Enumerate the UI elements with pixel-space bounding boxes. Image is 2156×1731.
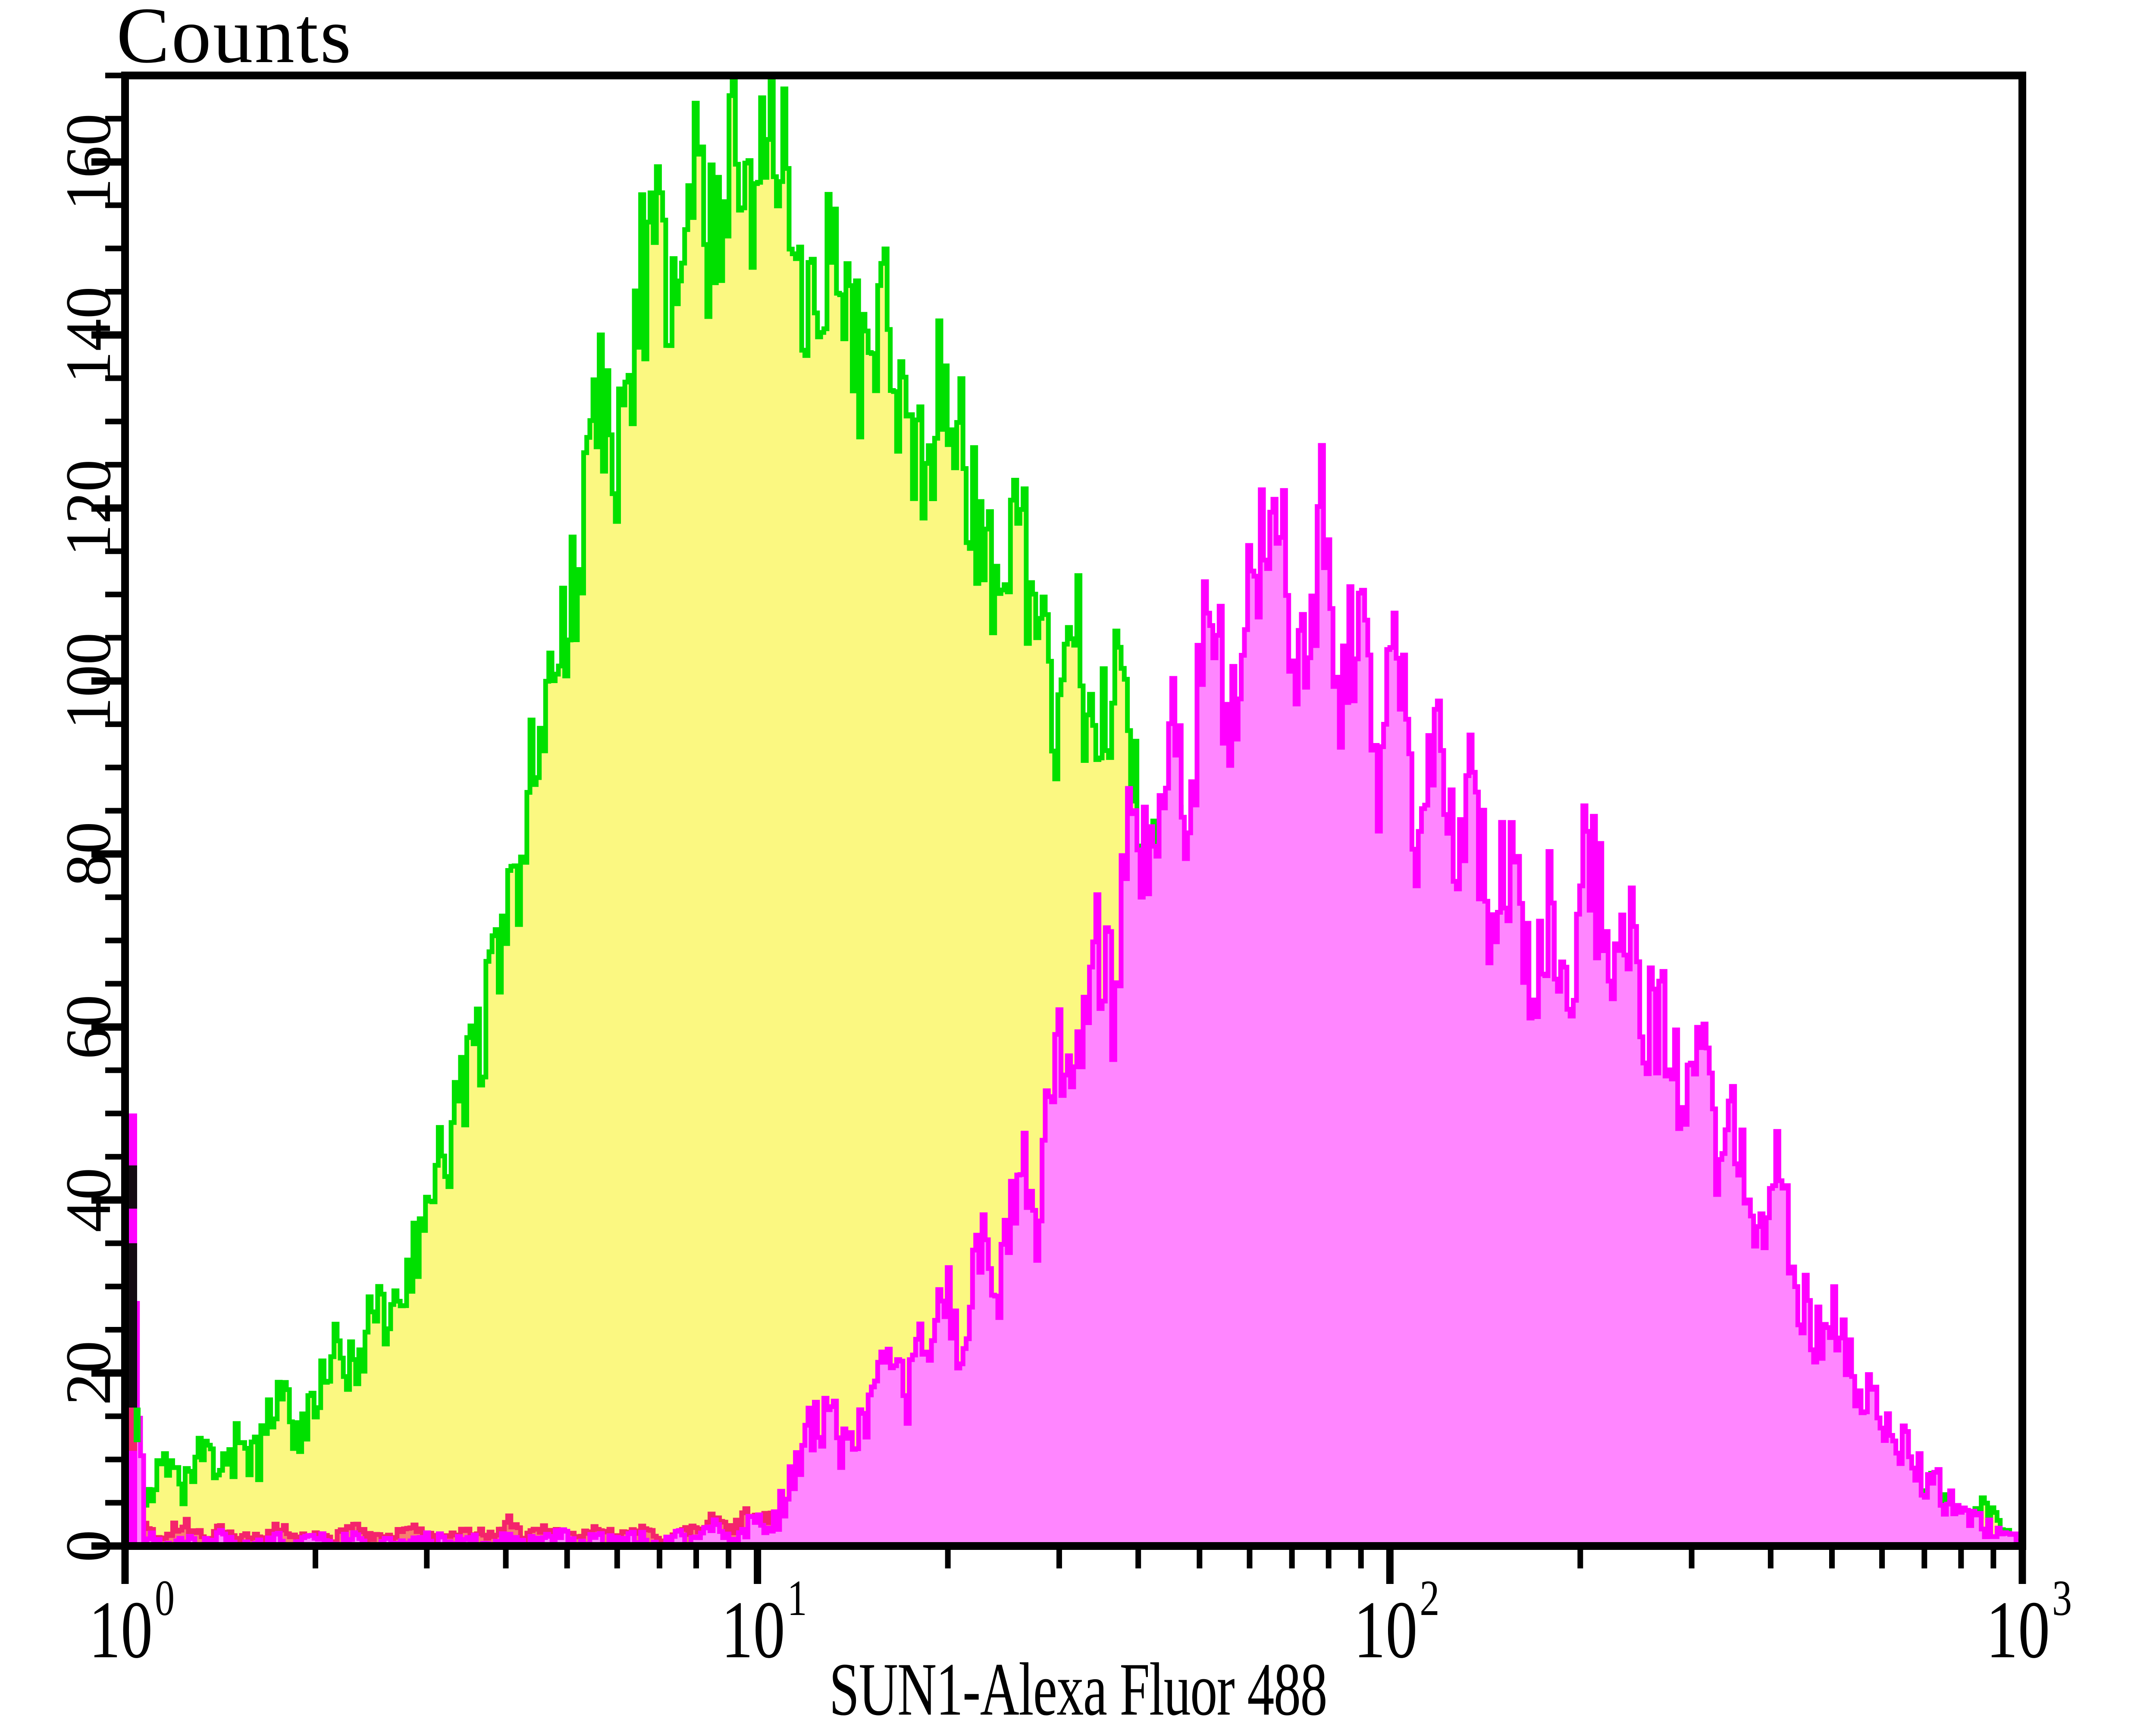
- y-tick-label: 100: [53, 633, 124, 730]
- y-tick-label: 80: [53, 822, 124, 886]
- y-tick-label: 40: [53, 1168, 124, 1232]
- y-tick-label: 140: [53, 286, 124, 383]
- svg-text:10: 10: [1354, 1584, 1417, 1675]
- x-axis-ticks: 10 0 10 1 10 2 10 3: [89, 1546, 2072, 1675]
- axis-spike-green-top: [134, 1408, 141, 1442]
- x-tick-label: 10 2: [1354, 1570, 1439, 1675]
- y-tick-label: 60: [53, 994, 124, 1059]
- x-axis-title: SUN1-Alexa Fluor 488: [829, 1647, 1328, 1731]
- svg-text:10: 10: [721, 1584, 785, 1675]
- x-tick-label: 10 0: [89, 1570, 175, 1675]
- svg-text:1: 1: [787, 1570, 807, 1626]
- svg-text:3: 3: [2052, 1570, 2072, 1626]
- svg-text:2: 2: [1420, 1570, 1439, 1626]
- svg-text:10: 10: [1986, 1584, 2050, 1675]
- y-tick-label: 20: [53, 1341, 124, 1405]
- y-tick-label: 120: [53, 459, 124, 556]
- y-tick-label: 0: [53, 1530, 124, 1562]
- x-tick-label: 10 1: [721, 1570, 807, 1675]
- y-axis-ticks: 0 20 40 60 80 100 120 140 160: [53, 72, 125, 1562]
- svg-text:10: 10: [89, 1584, 153, 1675]
- y-tick-label: 160: [53, 113, 124, 210]
- svg-text:0: 0: [155, 1570, 175, 1626]
- y-axis-title: Counts: [116, 0, 353, 80]
- x-tick-label: 10 3: [1986, 1570, 2072, 1675]
